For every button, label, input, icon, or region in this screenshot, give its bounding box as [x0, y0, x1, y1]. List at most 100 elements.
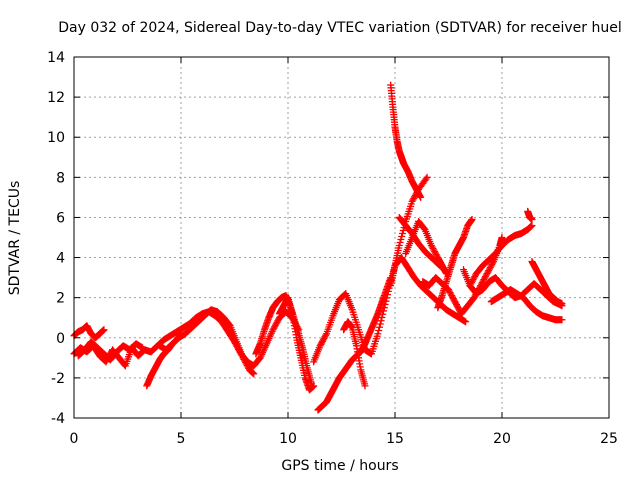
data-point-plus [448, 292, 456, 300]
y-tick-label: 0 [56, 331, 65, 347]
series-arc-16 [434, 215, 476, 312]
data-point-plus [273, 318, 281, 326]
data-point-plus [427, 242, 435, 250]
data-point-plus [558, 316, 566, 324]
data-point-plus [241, 357, 249, 365]
data-point-plus [399, 226, 407, 234]
data-point-plus [242, 360, 250, 368]
data-point-plus [485, 265, 493, 273]
series-arc-3 [74, 338, 146, 364]
data-point-plus [483, 270, 491, 278]
data-point-plus [409, 196, 417, 204]
axis-ticks: -4 -2 0 2 4 6 8 10 12 14 0 5 10 15 20 25 [47, 50, 618, 447]
data-point-plus [468, 215, 476, 223]
y-tick-label: 12 [47, 90, 65, 106]
y-tick-label: 4 [56, 251, 65, 267]
data-point-plus [479, 277, 487, 285]
data-point-plus [375, 323, 383, 331]
data-point-plus [453, 302, 461, 310]
data-point-plus [447, 290, 455, 298]
data-point-plus [485, 267, 493, 275]
data-point-plus [420, 224, 428, 232]
data-point-plus [374, 330, 382, 338]
data-point-plus [429, 245, 437, 253]
data-point-plus [478, 279, 486, 287]
x-tick-label: 5 [177, 431, 186, 447]
data-marks [70, 81, 566, 414]
data-point-plus [481, 273, 489, 281]
data-point-plus [138, 344, 146, 352]
data-point-plus [488, 261, 496, 269]
x-axis-title: GPS time / hours [281, 458, 398, 474]
data-point-plus [423, 173, 431, 181]
data-point-plus [431, 248, 439, 256]
series-arc-14 [402, 217, 450, 278]
chart-title: Day 032 of 2024, Sidereal Day-to-day VTE… [58, 20, 621, 36]
data-point-plus [487, 262, 495, 270]
y-tick-label: 2 [56, 291, 65, 307]
data-point-plus [468, 277, 476, 285]
data-point-plus [430, 246, 438, 254]
data-point-plus [100, 326, 108, 334]
data-point-plus [243, 361, 251, 369]
data-point-plus [469, 276, 477, 284]
data-point-plus [470, 294, 478, 302]
data-point-plus [322, 331, 330, 339]
data-point-plus [462, 318, 470, 326]
data-point-plus [417, 193, 425, 201]
data-point-plus [377, 317, 385, 325]
data-point-plus [376, 320, 384, 328]
data-point-plus [272, 320, 280, 328]
data-point-plus [321, 333, 329, 341]
data-point-plus [445, 286, 452, 294]
data-point-plus [454, 304, 462, 312]
data-point-plus [320, 334, 328, 342]
data-point-plus [269, 326, 277, 334]
series-arc-2 [70, 322, 108, 342]
data-point-plus [310, 382, 318, 390]
data-point-plus [422, 175, 430, 183]
data-point-plus [451, 298, 459, 306]
data-point-plus [470, 274, 478, 282]
series-arc-19 [524, 207, 536, 223]
data-point-plus [453, 301, 461, 309]
data-point-plus [486, 264, 494, 272]
data-point-plus [452, 299, 460, 307]
x-tick-label: 0 [70, 431, 79, 447]
data-point-plus [466, 282, 474, 290]
data-point-plus [449, 293, 457, 301]
data-point-plus [397, 236, 405, 244]
data-point-plus [446, 289, 454, 297]
data-point-plus [498, 234, 506, 241]
data-point-plus [239, 354, 247, 362]
data-point-plus [375, 327, 383, 335]
data-point-plus [528, 221, 536, 229]
data-point-plus [396, 239, 404, 247]
data-point-plus [445, 287, 453, 295]
data-point-plus [240, 355, 248, 363]
x-tick-label: 10 [279, 431, 297, 447]
data-point-plus [482, 271, 490, 279]
series-arc-12 [387, 254, 470, 326]
y-tick-label: 8 [56, 170, 65, 186]
data-point-plus [121, 361, 129, 369]
y-axis-title: SDTVAR / TECUs [7, 181, 23, 296]
data-point-plus [271, 321, 279, 329]
series-arc-20 [487, 286, 566, 324]
data-point-plus [274, 317, 282, 325]
y-tick-label: -2 [51, 371, 65, 387]
y-tick-label: 10 [47, 130, 65, 146]
series-arc-7 [275, 294, 318, 394]
data-point-plus [316, 342, 324, 350]
data-point-plus [432, 251, 440, 259]
data-point-plus [319, 337, 327, 345]
data-point-plus [317, 340, 325, 348]
series-arc-5 [156, 306, 258, 378]
data-point-plus [449, 295, 457, 303]
data-point-plus [241, 358, 249, 366]
series-arc-11 [387, 81, 425, 201]
plot-frame [73, 56, 610, 419]
data-point-plus [270, 324, 278, 332]
data-point-plus [431, 249, 439, 257]
